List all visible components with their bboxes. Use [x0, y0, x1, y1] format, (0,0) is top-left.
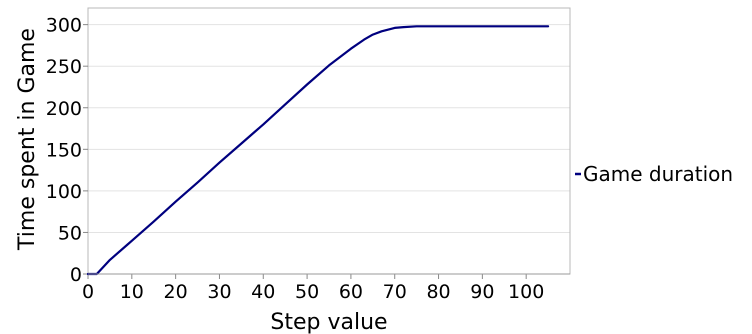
y-tick-label: 0 [70, 264, 82, 286]
x-tick-label: 10 [120, 281, 144, 303]
y-axis-title: Time spent in Game [15, 28, 40, 251]
x-tick-label: 100 [508, 281, 544, 303]
y-tick-label: 50 [58, 222, 82, 244]
x-tick-label: 90 [470, 281, 494, 303]
y-axis-ticks: 0 50 100 150 200 250 300 [46, 15, 82, 286]
legend-label-game-duration: Game duration [583, 162, 733, 186]
x-tick-label: 80 [426, 281, 450, 303]
x-tick-label: 30 [207, 281, 231, 303]
x-tick-label: 0 [82, 281, 94, 303]
plot-area [87, 7, 571, 275]
x-axis-ticks: 0 10 20 30 40 50 60 70 80 90 100 [82, 281, 544, 303]
grid-lines [88, 24, 570, 233]
y-tick-label: 100 [46, 181, 82, 203]
y-tick-label: 250 [46, 56, 82, 78]
y-tick-label: 150 [46, 139, 82, 161]
x-tick-label: 40 [251, 281, 275, 303]
x-tick-label: 70 [383, 281, 407, 303]
series-layer [86, 25, 550, 276]
x-tick-label: 60 [339, 281, 363, 303]
legend: Game duration [575, 162, 733, 186]
y-tick-label: 200 [46, 98, 82, 120]
x-tick-label: 50 [295, 281, 319, 303]
series-line-0 [86, 25, 550, 276]
x-tick-label: 20 [164, 281, 188, 303]
axis-tick-marks [83, 24, 527, 279]
y-tick-label: 300 [46, 15, 82, 37]
x-axis-title: Step value [270, 310, 387, 334]
